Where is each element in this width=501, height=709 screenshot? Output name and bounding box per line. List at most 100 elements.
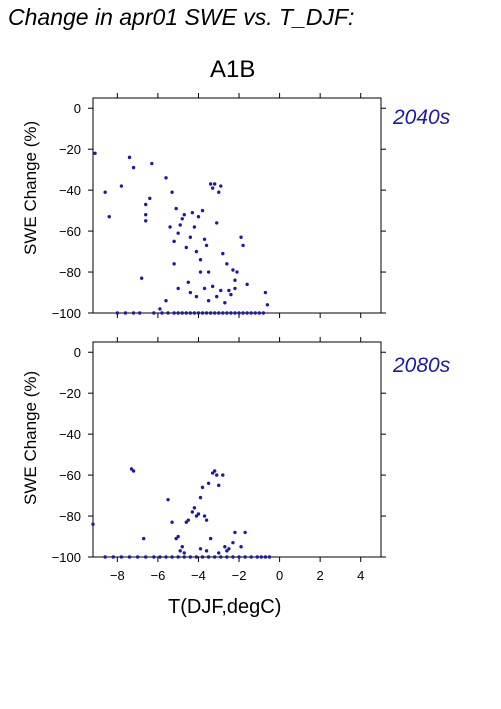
data-point-bottom <box>212 555 217 559</box>
data-point-bottom <box>127 555 132 559</box>
data-point-bottom <box>223 545 227 549</box>
data-point-top <box>233 286 237 291</box>
data-point-bottom <box>152 555 156 559</box>
data-point-bottom <box>200 485 205 490</box>
data-point-top <box>93 151 97 155</box>
data-point-bottom <box>119 555 124 559</box>
data-point-top <box>245 282 249 287</box>
y-tick-label-top: −60 <box>59 224 81 239</box>
data-point-bottom <box>166 497 170 502</box>
data-point-bottom <box>212 469 217 473</box>
data-point-bottom <box>142 536 146 541</box>
data-point-top <box>139 276 144 280</box>
y-tick-label-bottom: −80 <box>59 509 81 524</box>
x-tick-label: −8 <box>110 568 125 583</box>
data-point-top <box>239 235 243 239</box>
data-point-bottom <box>243 530 247 535</box>
data-point-top <box>176 311 180 315</box>
data-point-top <box>221 251 225 256</box>
data-point-bottom <box>202 514 207 518</box>
data-point-top <box>144 202 148 207</box>
data-point-bottom <box>135 555 140 559</box>
data-point-top <box>144 213 148 217</box>
y-tick-label-bottom: −40 <box>59 427 81 442</box>
data-point-top <box>210 284 215 289</box>
data-point-bottom <box>249 555 253 559</box>
data-point-top <box>241 311 245 315</box>
data-point-bottom <box>255 555 259 559</box>
x-tick-label: 0 <box>276 568 283 583</box>
data-point-top <box>202 286 207 291</box>
y-tick-label-bottom: 0 <box>74 345 81 360</box>
data-point-bottom <box>131 469 136 473</box>
data-point-top <box>219 184 223 188</box>
data-point-top <box>160 311 164 315</box>
data-point-top <box>215 221 219 225</box>
data-point-top <box>172 262 176 266</box>
data-point-top <box>217 311 221 315</box>
y-tick-label-top: −40 <box>59 183 81 198</box>
plot-frame-top <box>92 97 382 314</box>
data-point-bottom <box>164 555 168 559</box>
data-point-bottom <box>186 518 191 522</box>
data-point-bottom <box>217 483 221 488</box>
data-point-top <box>186 280 191 284</box>
data-point-top <box>196 311 201 315</box>
data-point-top <box>198 270 203 274</box>
data-point-bottom <box>243 555 247 559</box>
data-point-top <box>210 186 215 190</box>
data-point-bottom <box>259 555 264 559</box>
data-point-top <box>174 206 178 211</box>
data-point-bottom <box>176 555 180 559</box>
data-point-bottom <box>217 551 221 555</box>
data-point-top <box>249 311 253 315</box>
data-point-bottom <box>196 512 201 516</box>
data-point-top <box>245 311 249 315</box>
data-point-bottom <box>178 549 182 553</box>
data-point-bottom <box>200 555 205 559</box>
data-point-bottom <box>225 549 229 553</box>
period-label-bottom: 2080s <box>393 354 451 377</box>
x-tick-label: 2 <box>317 568 324 583</box>
data-point-bottom <box>239 545 243 549</box>
data-point-bottom <box>206 555 211 559</box>
data-point-top <box>202 237 207 241</box>
data-point-top <box>127 155 132 160</box>
page-title: Change in apr01 SWE vs. T_DJF: <box>8 4 355 30</box>
data-point-top <box>164 299 168 303</box>
data-point-top <box>217 190 221 194</box>
data-point-top <box>231 268 235 272</box>
data-point-bottom <box>194 555 199 559</box>
data-point-bottom <box>267 555 272 559</box>
data-point-bottom <box>91 522 95 526</box>
y-tick-label-top: −20 <box>59 142 81 157</box>
x-tick-label: −2 <box>232 568 247 583</box>
data-point-top <box>172 239 176 244</box>
data-point-top <box>144 219 148 223</box>
data-point-bottom <box>237 555 241 559</box>
data-point-top <box>196 215 201 219</box>
data-point-top <box>229 311 233 315</box>
data-point-top <box>152 311 156 315</box>
data-point-top <box>182 213 186 217</box>
data-point-top <box>176 231 180 235</box>
data-point-top <box>241 243 245 248</box>
x-axis-label: T(DJF,degC) <box>168 596 282 618</box>
data-point-top <box>131 311 136 315</box>
y-tick-label-top: −100 <box>52 306 81 321</box>
data-point-top <box>225 311 229 315</box>
data-point-bottom <box>158 555 162 559</box>
data-point-bottom <box>204 549 209 553</box>
data-point-bottom <box>231 555 235 559</box>
data-point-top <box>178 223 182 227</box>
data-point-bottom <box>263 555 268 559</box>
data-point-bottom <box>176 534 180 539</box>
data-point-bottom <box>233 530 237 535</box>
scenario-label: A1B <box>210 56 256 83</box>
data-point-bottom <box>144 555 148 559</box>
data-point-top <box>188 311 193 315</box>
data-point-top <box>158 307 162 311</box>
x-tick-label: 4 <box>357 568 364 583</box>
data-point-top <box>261 311 266 315</box>
